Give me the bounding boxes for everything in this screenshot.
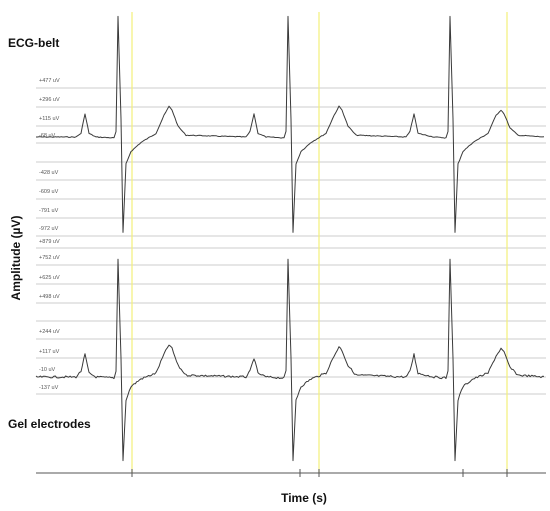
trace-layer — [35, 15, 545, 462]
ecg-belt-tick-label-1: +477 uV — [39, 78, 60, 84]
gel-electrodes-tick-label-6: +117 uV — [39, 349, 60, 355]
ecg-belt-tick-label-6: -609 uV — [39, 189, 59, 195]
gel-electrodes-tick-label-2: +752 uV — [39, 255, 60, 261]
gel-electrodes-tick-label-7: -10 uV — [39, 367, 56, 373]
y-axis-title: Amplitude (µV) — [9, 216, 23, 301]
ecg-belt-tick-label-4: -68 uV — [39, 133, 56, 139]
panel-label-gel-electrodes: Gel electrodes — [8, 417, 91, 431]
tick-label-layer: +477 uV +296 uV +115 uV -68 uV -428 uV -609 u… — [39, 78, 60, 391]
ecg-belt-tick-label-5: -428 uV — [39, 170, 59, 176]
time-axis-ticks — [131, 469, 508, 477]
gel-electrodes-tick-label-1: +879 uV — [39, 239, 60, 245]
ecg-belt-waveform-trace — [36, 15, 545, 233]
gel-electrodes-tick-label-5: +244 uV — [39, 329, 60, 335]
x-axis-title: Time (s) — [281, 491, 327, 505]
ecg-belt-tick-label-2: +296 uV — [39, 97, 60, 103]
gel-electrodes-tick-label-4: +498 uV — [39, 294, 60, 300]
ecg-belt-tick-label-7: -791 uV — [39, 208, 59, 214]
gel-electrodes-tick-label-3: +625 uV — [39, 275, 60, 281]
marker-layer — [131, 12, 508, 473]
ecg-belt-tick-label-3: +115 uV — [39, 116, 60, 122]
gel-electrodes-tick-label-8: -137 uV — [39, 385, 59, 391]
ecg-belt-tick-label-8: -972 uV — [39, 226, 59, 232]
gel-electrodes-waveform-trace — [35, 258, 545, 462]
panel-label-ecg-belt: ECG-belt — [8, 36, 59, 50]
